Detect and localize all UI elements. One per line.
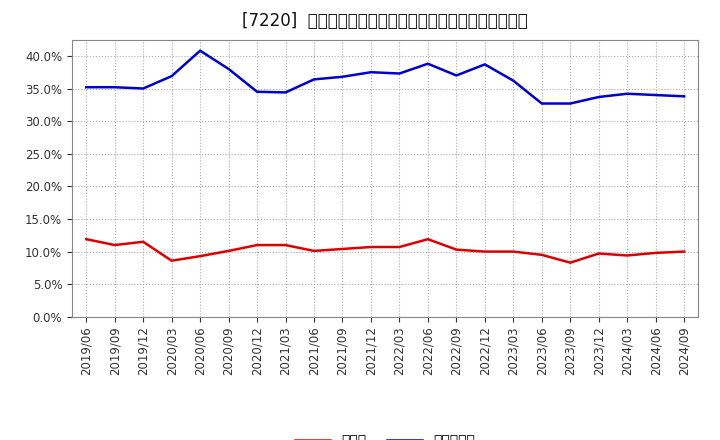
現顔金 [167,258,176,264]
現顔金 [82,237,91,242]
有利子負債 [139,86,148,91]
現顔金 [623,253,631,258]
現顔金 [537,252,546,257]
有利子負債 [310,77,318,82]
有利子負債 [225,66,233,72]
現顔金 [652,250,660,256]
有利子負債 [566,101,575,106]
Line: 有利子負債: 有利子負債 [86,51,684,103]
現顔金 [282,242,290,248]
有利子負債 [480,62,489,67]
有利子負債 [423,61,432,66]
現顔金 [395,244,404,249]
有利子負債 [680,94,688,99]
現顔金 [110,242,119,248]
現顔金 [566,260,575,265]
有利子負債 [395,71,404,76]
現顔金 [452,247,461,252]
現顔金 [310,248,318,253]
現顔金 [595,251,603,256]
現顔金 [366,244,375,249]
有利子負債 [623,91,631,96]
Title: [7220]  現顔金、有利子負債の総資産に対する比率の推移: [7220] 現顔金、有利子負債の総資産に対する比率の推移 [243,12,528,30]
有利子負債 [509,78,518,83]
現顔金 [253,242,261,248]
有利子負債 [366,70,375,75]
有利子負債 [652,92,660,98]
現顔金 [196,253,204,259]
現顔金 [338,246,347,252]
有利子負債 [595,94,603,99]
有利子負債 [196,48,204,53]
現顔金 [480,249,489,254]
有利子負債 [282,90,290,95]
有利子負債 [253,89,261,95]
有利子負債 [110,84,119,90]
現顔金 [680,249,688,254]
現顔金 [225,248,233,253]
Line: 現顔金: 現顔金 [86,239,684,263]
現顔金 [509,249,518,254]
有利子負債 [167,73,176,79]
Legend: 現顔金, 有利子負債: 現顔金, 有利子負債 [290,429,480,440]
現顔金 [423,237,432,242]
有利子負債 [537,101,546,106]
有利子負債 [82,84,91,90]
有利子負債 [338,74,347,79]
有利子負債 [452,73,461,78]
現顔金 [139,239,148,245]
